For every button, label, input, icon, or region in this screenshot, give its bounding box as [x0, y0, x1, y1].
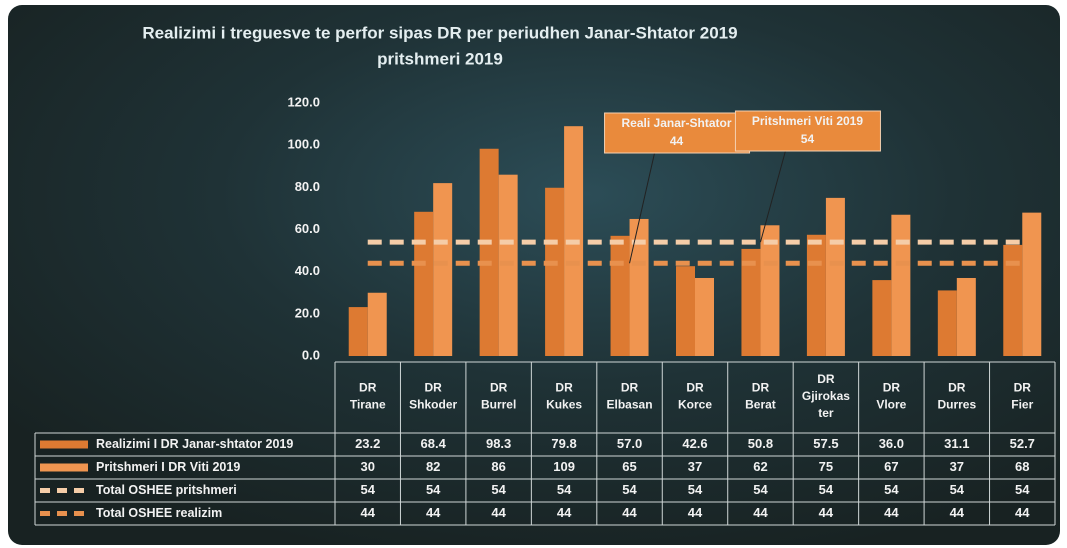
table-value: 44	[688, 505, 703, 520]
table-value: 54	[360, 482, 375, 497]
table-value: 54	[557, 482, 572, 497]
table-value: 44	[884, 505, 899, 520]
table-value: 44	[360, 505, 375, 520]
table-value: 42.6	[682, 436, 707, 451]
table-value: 68	[1015, 459, 1029, 474]
table-value: 62	[753, 459, 767, 474]
bar	[480, 149, 499, 356]
table-value: 54	[819, 482, 834, 497]
table-value: 54	[491, 482, 506, 497]
table-value: 50.8	[748, 436, 773, 451]
table-value: 44	[819, 505, 834, 520]
table-value: 23.2	[355, 436, 380, 451]
chart: Realizimi i treguesve te perfor sipas DR…	[0, 0, 1067, 548]
bar	[891, 215, 910, 356]
table-value: 54	[426, 482, 441, 497]
annotation-text: 54	[801, 132, 815, 146]
table-value: 65	[622, 459, 636, 474]
table-value: 31.1	[944, 436, 969, 451]
y-tick-label: 20.0	[295, 305, 320, 320]
y-tick-label: 80.0	[295, 179, 320, 194]
y-tick-label: 100.0	[287, 137, 320, 152]
table-value: 68.4	[421, 436, 447, 451]
table-value: 86	[491, 459, 505, 474]
table-value: 44	[950, 505, 965, 520]
annotation-text: Reali Janar-Shtator	[622, 116, 732, 130]
bar	[695, 278, 714, 356]
table-value: 44	[557, 505, 572, 520]
chart-title: Realizimi i treguesve te perfor sipas DR…	[142, 23, 737, 42]
table-value: 57.0	[617, 436, 642, 451]
y-tick-label: 40.0	[295, 263, 320, 278]
table-value: 109	[553, 459, 575, 474]
bar	[433, 183, 452, 356]
legend-swatch	[40, 441, 88, 449]
legend-label: Total OSHEE pritshmeri	[96, 483, 237, 497]
annotation-text: 44	[670, 134, 684, 148]
legend-label: Pritshmeri I DR Viti 2019	[96, 460, 240, 474]
legend-label: Total OSHEE realizim	[96, 506, 222, 520]
table-value: 30	[360, 459, 374, 474]
table-value: 44	[426, 505, 441, 520]
table-value: 44	[622, 505, 637, 520]
table-value: 82	[426, 459, 440, 474]
table-value: 54	[622, 482, 637, 497]
table-value: 44	[1015, 505, 1030, 520]
table-value: 79.8	[551, 436, 576, 451]
table-value: 75	[819, 459, 833, 474]
bar	[630, 219, 649, 356]
y-tick-label: 120.0	[287, 94, 320, 109]
bar	[414, 212, 433, 356]
bar	[1022, 213, 1041, 356]
table-value: 98.3	[486, 436, 511, 451]
bar	[368, 293, 387, 356]
table-value: 67	[884, 459, 898, 474]
bar	[760, 225, 779, 356]
bar	[826, 198, 845, 356]
table-value: 37	[950, 459, 964, 474]
table-value: 54	[950, 482, 965, 497]
table-value: 54	[688, 482, 703, 497]
bar	[611, 236, 630, 356]
table-value: 44	[753, 505, 768, 520]
bar	[957, 278, 976, 356]
table-value: 36.0	[879, 436, 904, 451]
table-value: 37	[688, 459, 702, 474]
bar	[676, 266, 695, 356]
table-value: 54	[1015, 482, 1030, 497]
y-tick-label: 0.0	[302, 347, 320, 362]
y-tick-label: 60.0	[295, 221, 320, 236]
bar	[545, 188, 564, 356]
bar	[349, 307, 368, 356]
chart-subtitle: pritshmeri 2019	[377, 49, 503, 68]
table-value: 54	[884, 482, 899, 497]
annotation-text: Pritshmeri Viti 2019	[752, 114, 863, 128]
table-value: 52.7	[1010, 436, 1035, 451]
bar	[807, 235, 826, 356]
table-value: 57.5	[813, 436, 838, 451]
bar	[938, 290, 957, 356]
legend-label: Realizimi I DR Janar-shtator 2019	[96, 437, 293, 451]
table-value: 54	[753, 482, 768, 497]
legend-swatch	[40, 464, 88, 472]
bar	[872, 280, 891, 356]
table-value: 44	[491, 505, 506, 520]
